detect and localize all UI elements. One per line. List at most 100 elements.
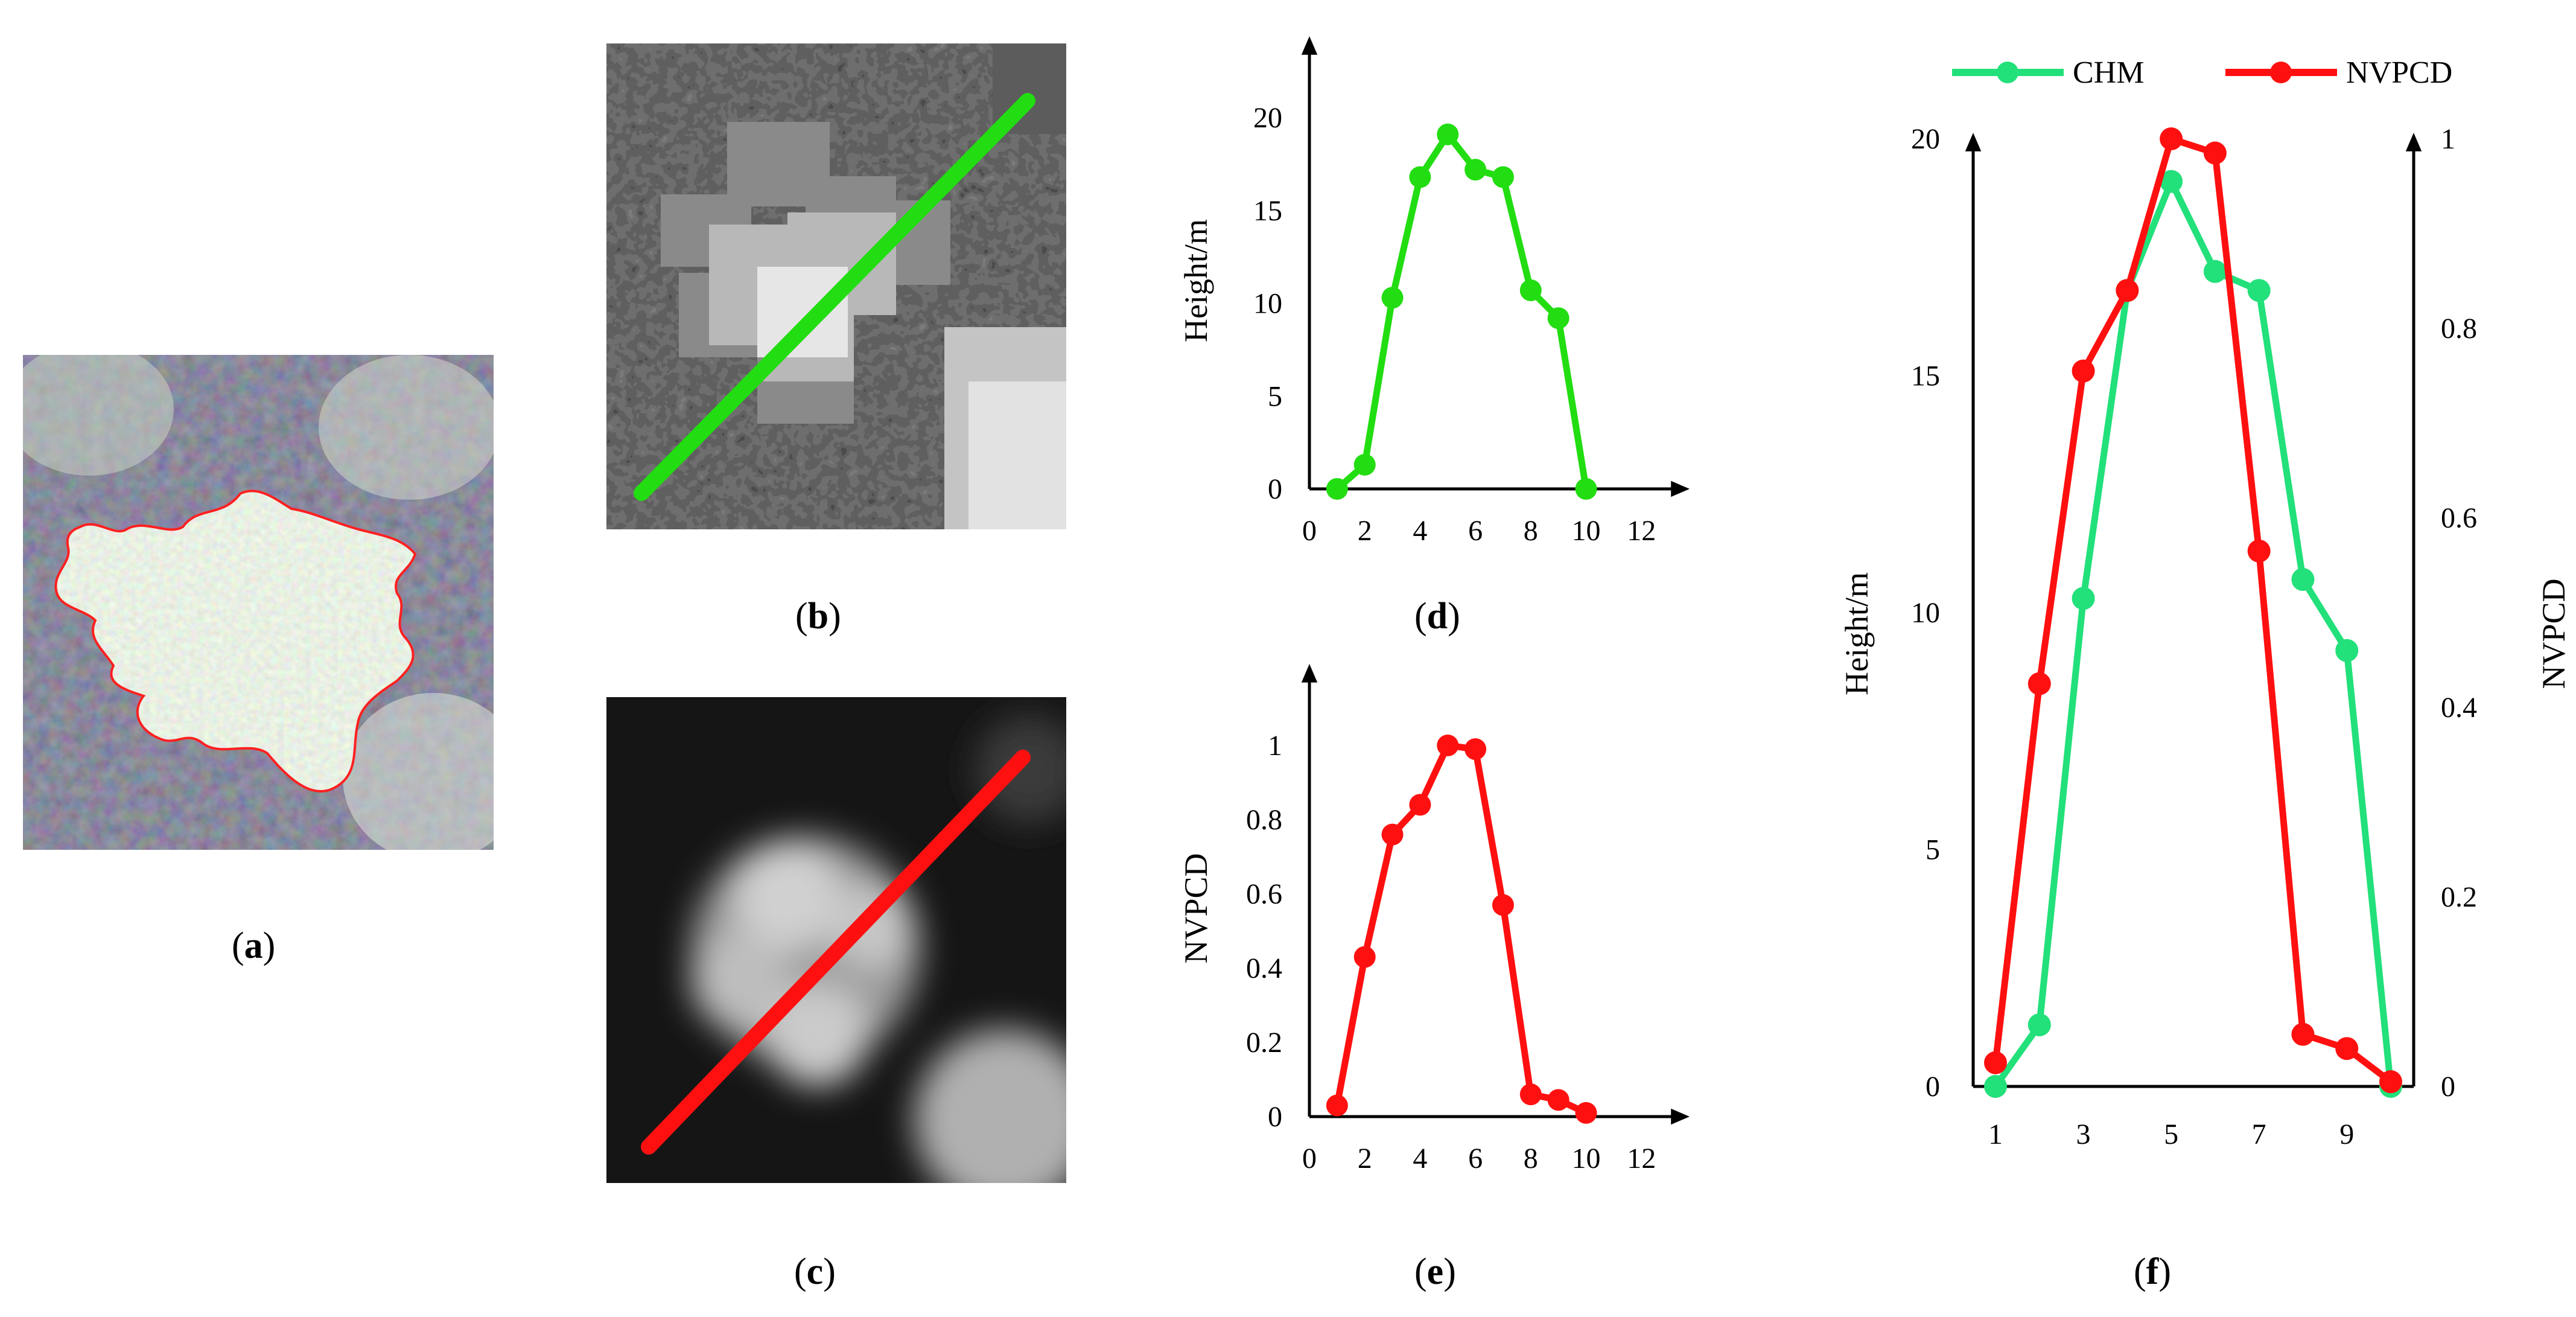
data-point	[1575, 478, 1597, 500]
left-y-tick-label: 10	[1911, 597, 1940, 629]
x-tick-label: 4	[1413, 515, 1427, 547]
y-tick-label: 5	[1268, 380, 1282, 412]
x-axis-arrow	[1671, 1108, 1690, 1125]
data-point	[1465, 159, 1487, 181]
data-point-nvpcd	[2291, 1022, 2315, 1046]
data-point-chm	[2203, 260, 2227, 283]
data-point-chm	[2335, 639, 2359, 662]
x-tick-label: 6	[1468, 515, 1483, 547]
crown-outline	[54, 489, 417, 792]
panel-label-e: (e)	[1414, 1251, 1456, 1292]
data-point	[1381, 287, 1404, 309]
right-y-axis-title: NVPCD	[2536, 578, 2572, 689]
data-point-nvpcd	[2027, 672, 2051, 695]
x-tick-label: 6	[1468, 1143, 1483, 1175]
data-point	[1381, 823, 1404, 846]
y-tick-label: 20	[1253, 102, 1282, 134]
series-line	[1334, 742, 1588, 1116]
data-point	[1465, 738, 1487, 761]
data-point-chm	[2160, 170, 2183, 193]
left-y-tick-label: 20	[1911, 123, 1940, 155]
x-tick-label: 1	[1988, 1118, 2003, 1150]
y-tick-label: 1	[1268, 730, 1282, 762]
data-point-nvpcd	[2203, 141, 2227, 165]
x-tick-label: 12	[1627, 515, 1656, 547]
y-tick-label: 0	[1268, 1101, 1282, 1133]
right-y-tick-label: 0	[2441, 1071, 2455, 1103]
chm-crown-image	[606, 43, 1066, 529]
data-point-chm	[2291, 568, 2315, 592]
data-point	[1492, 894, 1514, 916]
x-tick-label: 12	[1627, 1143, 1656, 1175]
data-point-chm	[2247, 279, 2271, 302]
right-y-tick-label: 0.6	[2441, 502, 2477, 534]
x-tick-label: 2	[1358, 1143, 1372, 1175]
data-point	[1437, 735, 1459, 756]
x-tick-label: 5	[2164, 1118, 2178, 1150]
data-point-nvpcd	[2116, 279, 2139, 302]
chm-transect-line	[634, 93, 1035, 501]
panel-label-a: (a)	[232, 925, 276, 966]
y-tick-label: 0.4	[1246, 952, 1282, 984]
y-tick-label: 10	[1253, 288, 1282, 320]
panel-label-b: (b)	[795, 596, 841, 637]
x-tick-label: 4	[1413, 1143, 1427, 1175]
right-y-tick-label: 0.8	[2441, 313, 2477, 345]
data-point	[1326, 478, 1348, 500]
combined-profile-chart: 1 3 5 7 9 0 5 10 15 20 0 0.2 0.4 0.6 0.8 1 Height/m NVPCD…	[1839, 56, 2572, 1150]
right-y-tick-label: 0.2	[2441, 881, 2477, 913]
data-point	[1353, 946, 1376, 968]
panel-label-f: (f)	[2134, 1251, 2171, 1292]
x-tick-label: 0	[1302, 515, 1317, 547]
y-tick-label: 15	[1253, 195, 1282, 227]
legend-swatch-marker	[2270, 62, 2292, 83]
data-point	[1547, 307, 1569, 330]
left-y-axis-arrow	[1965, 133, 1982, 151]
y-axis-title: NVPCD	[1178, 853, 1214, 963]
x-tick-label: 8	[1524, 1143, 1538, 1175]
data-point-nvpcd	[1984, 1051, 2007, 1074]
x-axis-arrow	[1671, 480, 1690, 497]
left-y-tick-label: 0	[1926, 1071, 1940, 1103]
x-tick-label: 9	[2339, 1118, 2354, 1150]
panel-label-c: (c)	[794, 1251, 836, 1292]
data-point-chm	[2072, 587, 2095, 610]
y-tick-label: 0	[1268, 473, 1282, 505]
x-tick-label: 2	[1358, 515, 1372, 547]
y-tick-label: 0.2	[1246, 1027, 1282, 1059]
y-tick-label: 0.6	[1246, 878, 1282, 910]
legend-label: NVPCD	[2346, 56, 2452, 90]
data-point	[1575, 1102, 1597, 1124]
left-y-tick-label: 15	[1911, 360, 1940, 392]
x-tick-label: 7	[2252, 1118, 2266, 1150]
panel-label-d: (d)	[1414, 596, 1460, 637]
series-line-nvpcd	[1992, 135, 2393, 1085]
data-point-nvpcd	[2335, 1037, 2359, 1060]
data-point	[1437, 123, 1459, 145]
legend-label: CHM	[2073, 56, 2144, 90]
data-point	[1409, 794, 1431, 816]
x-tick-label: 3	[2076, 1118, 2091, 1150]
left-y-axis-title: Height/m	[1839, 572, 1875, 695]
data-point-nvpcd	[2072, 359, 2095, 383]
data-point	[1409, 166, 1431, 188]
y-axis-title: Height/m	[1178, 219, 1214, 342]
rgb-crown-image	[23, 355, 494, 850]
data-point	[1547, 1089, 1569, 1111]
right-y-tick-label: 0.4	[2441, 692, 2477, 724]
nvpcd-profile-chart: 0 2 4 6 8 10 12 0 0.2 0.4 0.6 0.8 1 NVPCD	[1178, 664, 1690, 1175]
legend-swatch-marker	[1997, 62, 2018, 83]
y-tick-label: 0.8	[1246, 804, 1282, 836]
x-tick-label: 8	[1524, 515, 1538, 547]
data-point	[1326, 1094, 1348, 1117]
x-tick-label: 10	[1572, 1143, 1601, 1175]
right-y-tick-label: 1	[2441, 123, 2455, 155]
data-point	[1519, 1083, 1542, 1106]
data-point-nvpcd	[2160, 127, 2183, 150]
data-point	[1492, 166, 1514, 188]
y-axis-arrow	[1301, 36, 1318, 55]
x-tick-label: 10	[1572, 515, 1601, 547]
data-point-chm	[1984, 1075, 2007, 1098]
data-point-nvpcd	[2379, 1070, 2402, 1094]
series-line-chm	[1992, 178, 2394, 1089]
